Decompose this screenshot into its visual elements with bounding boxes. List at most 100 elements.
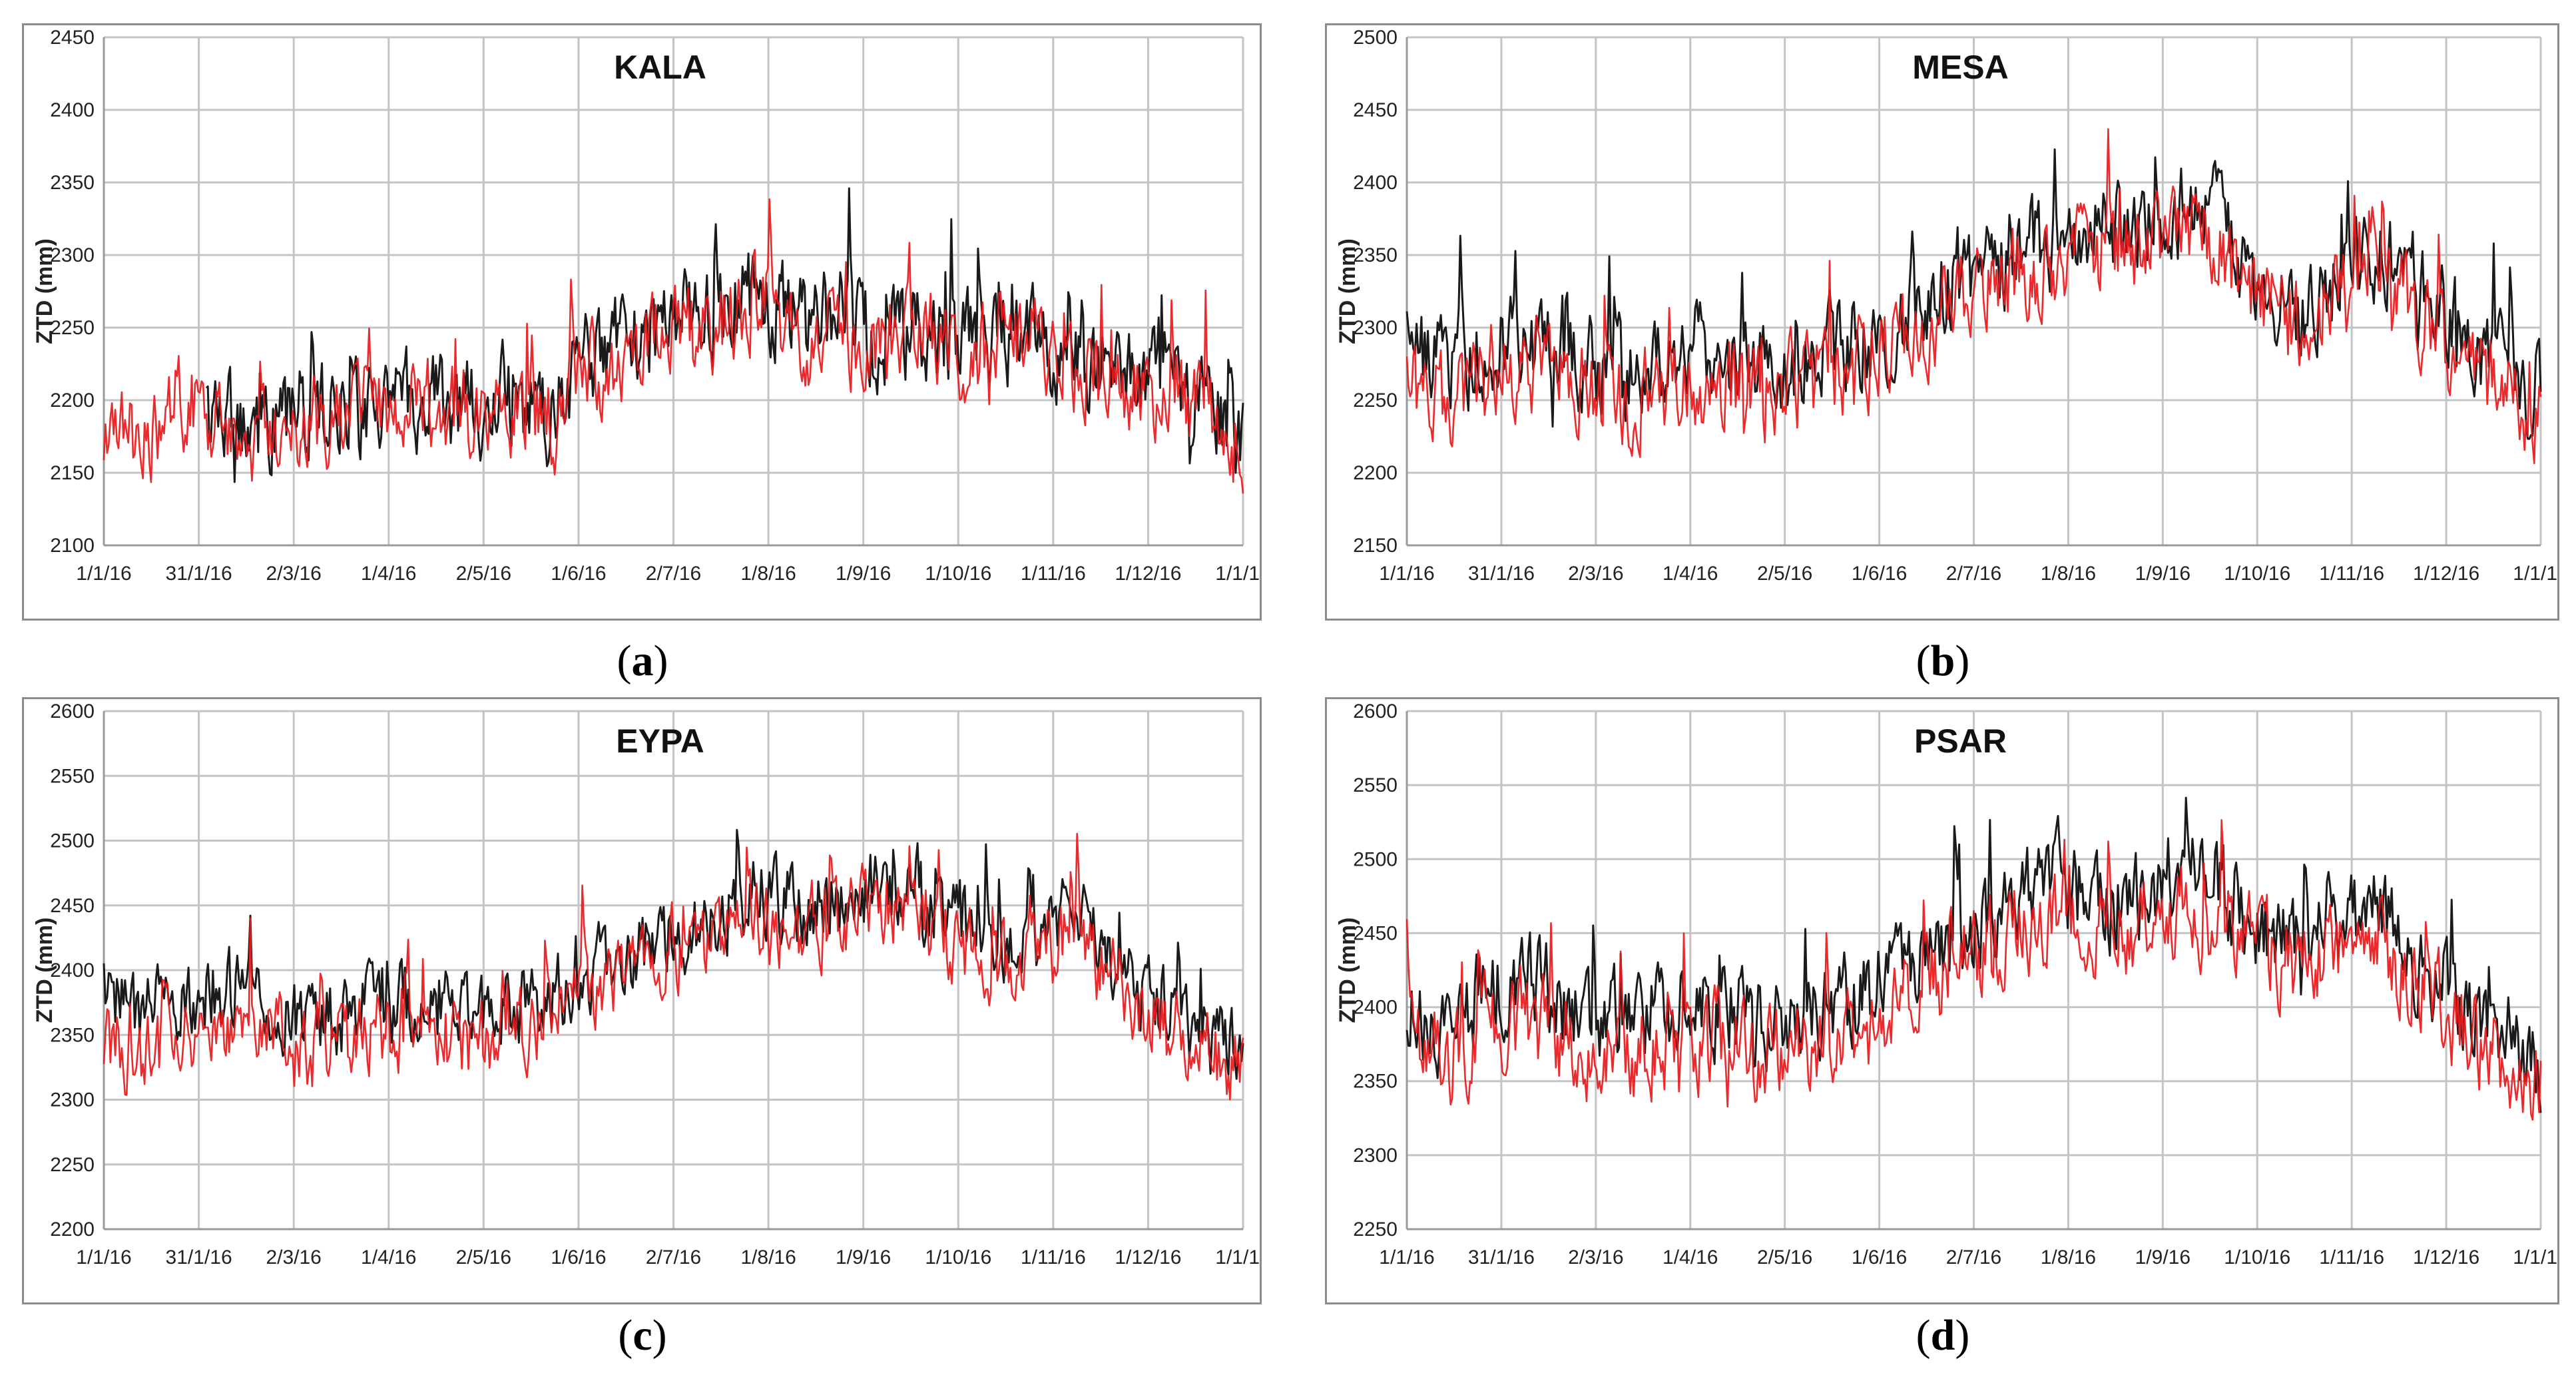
y-tick-label: 2250 (50, 317, 95, 339)
x-tick-label: 1/11/16 (2319, 1246, 2384, 1268)
y-tick-label: 2300 (50, 1089, 95, 1111)
y-tick-label: 2150 (1353, 535, 1398, 557)
x-tick-label: 2/7/16 (646, 563, 701, 585)
series-line-black (205, 187, 1244, 483)
x-tick-label: 2/3/16 (1568, 563, 1623, 585)
y-tick-label: 2450 (1353, 922, 1398, 944)
chart-psar: 2250 2300 2350 2400 2450 2500 2550 2600 1/1/16 31… (1335, 700, 2557, 1268)
x-tick-label: 1/12/16 (1115, 1246, 1181, 1268)
chart-title: MESA (1912, 49, 2008, 86)
x-tick-label: 31/1/16 (166, 563, 232, 585)
chart-frame-d: 2250 2300 2350 2400 2450 2500 2550 2600 1/1/16 31… (1325, 697, 2559, 1304)
y-tick-label: 2100 (50, 535, 95, 557)
x-tick-label: 1/11/16 (1021, 563, 1086, 585)
x-tick-label: 1/6/16 (551, 563, 606, 585)
x-tick-label: 2/7/16 (646, 1246, 701, 1268)
y-tick-label: 2250 (1353, 390, 1398, 412)
series-line-red (1406, 819, 2542, 1121)
caption-a: (a) (617, 637, 668, 685)
y-tick-label: 2300 (1353, 1145, 1398, 1167)
chart-frame-c: 2200 2250 2300 2350 2400 2450 2500 2550 2600 1/1/… (22, 697, 1262, 1304)
x-tick-label: 1/6/16 (1852, 1246, 1907, 1268)
caption-d: (d) (1916, 1311, 1970, 1360)
y-tick-label: 2400 (1353, 172, 1398, 194)
chart-title: EYPA (616, 722, 704, 760)
y-tick-label: 2450 (50, 895, 95, 917)
x-tick-label: 2/3/16 (266, 563, 321, 585)
y-tick-label: 2300 (50, 244, 95, 266)
x-tick-label: 1/10/16 (925, 1246, 991, 1268)
x-tick-label: 1/8/16 (2041, 563, 2096, 585)
x-tick-label: 1/1/16 (1379, 563, 1434, 585)
x-tick-label: 2/7/16 (1946, 563, 2001, 585)
series-line-red (103, 832, 1244, 1101)
chart-frame-a: 2100 2150 2200 2250 2300 2350 2400 2450 1/1/16 31… (22, 23, 1262, 621)
x-tick-label: 1/10/16 (925, 563, 991, 585)
series-line-red (103, 198, 1244, 494)
x-tick-label: 1/1/17 (2513, 563, 2557, 585)
x-tick-label: 1/1/17 (2513, 1246, 2557, 1268)
x-tick-label: 1/11/16 (1021, 1246, 1086, 1268)
x-tick-label: 1/6/16 (1852, 563, 1907, 585)
y-tick-label: 2500 (50, 830, 95, 852)
x-tick-label: 1/10/16 (2224, 563, 2290, 585)
x-tick-label: 1/9/16 (836, 563, 891, 585)
x-tick-label: 1/1/16 (76, 563, 131, 585)
y-tick-label: 2200 (50, 1219, 95, 1240)
x-tick-label: 2/5/16 (1757, 563, 1812, 585)
x-tick-label: 1/1/16 (1379, 1246, 1434, 1268)
x-tick-label: 2/7/16 (1946, 1246, 2001, 1268)
x-tick-label: 1/4/16 (1663, 563, 1718, 585)
chart-mesa: 2150 2200 2250 2300 2350 2400 2450 2500 1/1/16 31… (1335, 27, 2557, 585)
x-tick-label: 1/8/16 (740, 1246, 796, 1268)
y-tick-label: 2350 (1353, 244, 1398, 266)
x-tick-label: 2/5/16 (456, 1246, 511, 1268)
x-tick-label: 31/1/16 (1468, 563, 1535, 585)
y-tick-label: 2600 (50, 700, 95, 722)
y-tick-label: 2500 (1353, 27, 1398, 49)
chart-eypa: 2200 2250 2300 2350 2400 2450 2500 2550 2600 1/1/… (32, 700, 1260, 1268)
series-line-black (1406, 796, 2542, 1113)
series-line-black (1406, 148, 2542, 440)
y-tick-label: 2400 (50, 99, 95, 121)
y-tick-label: 2200 (50, 390, 95, 412)
y-tick-label: 2300 (1353, 317, 1398, 339)
y-tick-label: 2450 (1353, 99, 1398, 121)
x-tick-label: 1/4/16 (361, 563, 416, 585)
x-tick-label: 1/1/17 (1215, 1246, 1260, 1268)
x-tick-label: 1/4/16 (1663, 1246, 1718, 1268)
y-tick-label: 2450 (50, 27, 95, 49)
y-tick-label: 2550 (50, 765, 95, 787)
x-tick-label: 1/9/16 (836, 1246, 891, 1268)
x-tick-label: 1/8/16 (2041, 1246, 2096, 1268)
x-tick-label: 1/12/16 (1115, 563, 1181, 585)
y-tick-label: 2250 (50, 1154, 95, 1176)
x-tick-label: 1/10/16 (2224, 1246, 2290, 1268)
caption-b: (b) (1916, 637, 1970, 685)
chart-title: KALA (614, 49, 706, 86)
x-tick-label: 2/5/16 (456, 563, 511, 585)
x-tick-label: 31/1/16 (1468, 1246, 1535, 1268)
x-tick-label: 2/3/16 (266, 1246, 321, 1268)
series-line-red (1406, 128, 2542, 465)
x-tick-label: 1/4/16 (361, 1246, 416, 1268)
y-tick-label: 2600 (1353, 700, 1398, 722)
chart-frame-b: 2150 2200 2250 2300 2350 2400 2450 2500 1/1/16 31… (1325, 23, 2559, 621)
y-axis-label: ZTD (mm) (1335, 238, 1360, 344)
y-tick-label: 2200 (1353, 462, 1398, 484)
x-tick-label: 1/1/17 (1215, 563, 1260, 585)
y-tick-label: 2350 (1353, 1071, 1398, 1093)
x-tick-label: 1/12/16 (2413, 563, 2479, 585)
x-tick-label: 2/5/16 (1757, 1246, 1812, 1268)
y-tick-label: 2400 (50, 960, 95, 981)
x-tick-label: 1/12/16 (2413, 1246, 2479, 1268)
y-tick-label: 2500 (1353, 848, 1398, 870)
y-tick-label: 2400 (1353, 997, 1398, 1019)
y-axis-label: ZTD (mm) (1335, 918, 1360, 1023)
x-tick-label: 2/3/16 (1568, 1246, 1623, 1268)
x-tick-label: 1/9/16 (2135, 563, 2190, 585)
y-axis-label: ZTD (mm) (32, 918, 57, 1023)
x-tick-label: 1/6/16 (551, 1246, 606, 1268)
x-tick-label: 1/8/16 (740, 563, 796, 585)
y-tick-label: 2250 (1353, 1219, 1398, 1240)
